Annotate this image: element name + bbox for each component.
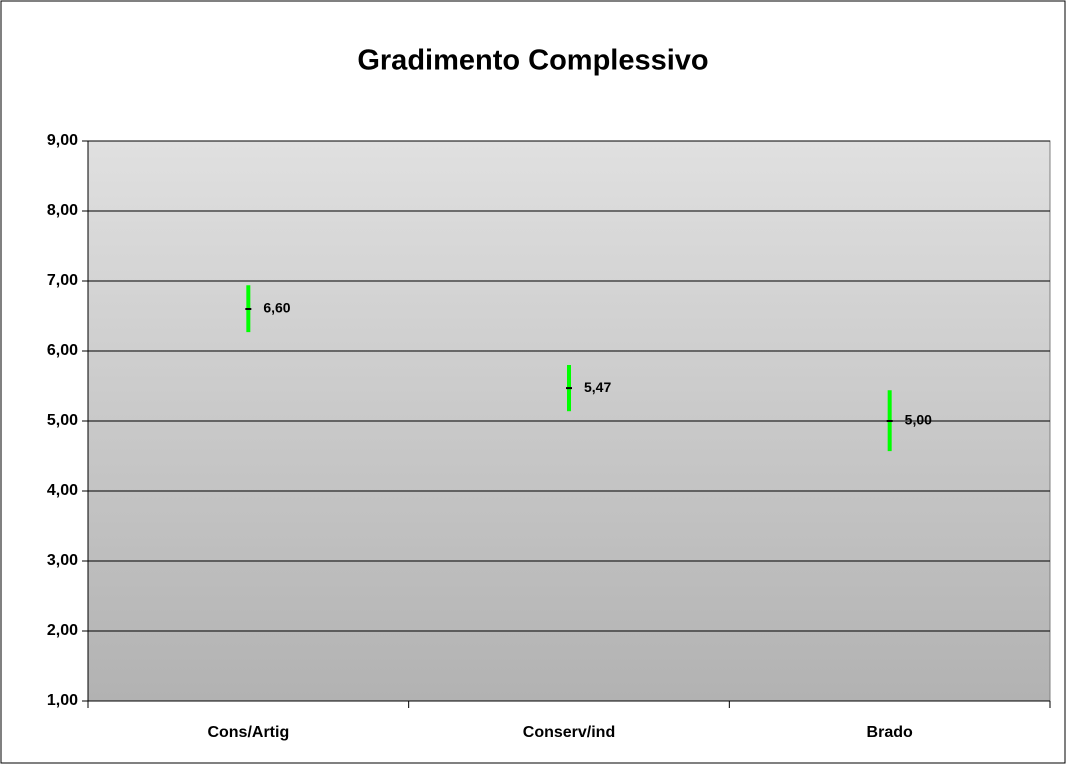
y-tick-label: 3,00	[47, 552, 78, 569]
y-tick-label: 6,00	[47, 342, 78, 359]
data-label: 6,60	[263, 300, 290, 316]
chart-title: Gradimento Complessivo	[357, 45, 708, 77]
y-tick-label: 9,00	[47, 132, 78, 149]
x-tick-label: Brado	[867, 724, 913, 741]
y-tick-label: 2,00	[47, 622, 78, 639]
y-tick-label: 8,00	[47, 202, 78, 219]
y-tick-label: 5,00	[47, 412, 78, 429]
x-tick-label: Conserv/ind	[523, 724, 615, 741]
x-tick-label: Cons/Artig	[207, 724, 289, 741]
y-tick-label: 1,00	[47, 692, 78, 709]
y-tick-label: 4,00	[47, 482, 78, 499]
data-label: 5,47	[584, 379, 611, 395]
y-tick-label: 7,00	[47, 272, 78, 289]
data-label: 5,00	[905, 412, 932, 428]
